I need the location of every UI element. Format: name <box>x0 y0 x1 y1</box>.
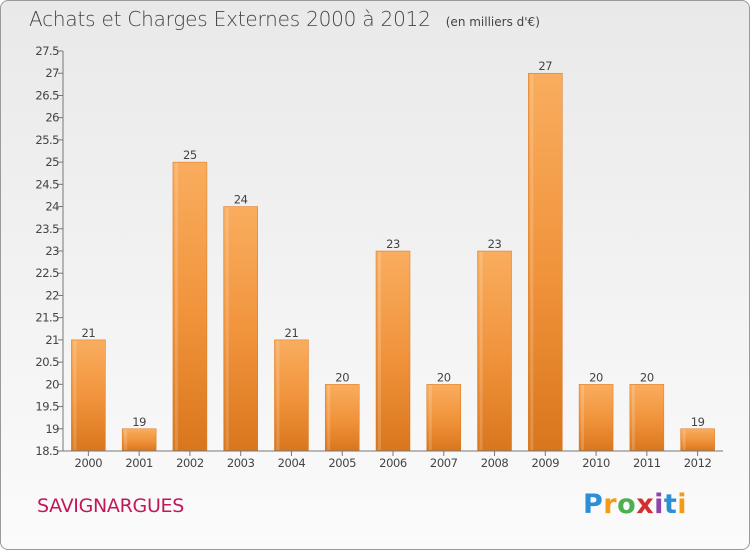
bar-highlight <box>428 385 432 450</box>
bar-highlight <box>682 429 686 450</box>
y-tick-label: 22.5 <box>35 266 59 280</box>
x-tick-label: 2001 <box>125 456 153 470</box>
chart-title-text: Achats et Charges Externes 2000 à 2012 <box>29 7 431 31</box>
logo-letter: t <box>663 489 678 520</box>
x-tick-label: 2010 <box>582 456 610 470</box>
x-tick-label: 2008 <box>481 456 509 470</box>
y-tick-label: 25 <box>45 155 59 169</box>
x-tick-label: 2012 <box>684 456 712 470</box>
y-tick-label: 26 <box>45 111 59 125</box>
bar-value-label: 21 <box>81 326 95 340</box>
bar-highlight <box>378 252 381 450</box>
bar-value-label: 23 <box>488 237 502 251</box>
bar-value-label: 20 <box>640 370 654 384</box>
y-tick-label: 26.5 <box>35 88 59 102</box>
x-tick-label: 2007 <box>430 456 458 470</box>
bar-highlight <box>479 252 483 450</box>
x-axis: 2000 2001 2002 2003 2004 2005 2006 2007 2008 2009… <box>63 450 723 470</box>
bar-value-label: 19 <box>691 415 705 429</box>
y-tick-label: 18.5 <box>35 444 59 458</box>
y-tick-label: 23.5 <box>35 222 59 236</box>
x-tick-label: 2003 <box>227 456 255 470</box>
y-tick-label: 27 <box>45 66 59 80</box>
logo-letter: i <box>654 489 664 520</box>
x-tick-label: 2009 <box>531 456 559 470</box>
chart-unit: (en milliers d'€) <box>445 15 540 29</box>
bar-highlight <box>73 340 77 450</box>
y-tick-label: 24 <box>45 200 59 214</box>
bar <box>375 250 411 452</box>
bar <box>629 384 665 452</box>
bar-highlight <box>530 74 534 450</box>
bar-highlight <box>124 429 128 450</box>
bar-highlight <box>276 340 280 450</box>
bar <box>223 206 258 452</box>
bar-value-label: 25 <box>183 148 197 162</box>
y-tick-label: 21 <box>45 333 59 347</box>
logo-letter: P <box>583 489 604 520</box>
y-tick-label: 27.5 <box>35 44 59 58</box>
y-tick-label: 20.5 <box>35 355 59 369</box>
bars-group: 21 19 25 24 21 20 23 20 23 27 20 20 19 <box>71 59 715 452</box>
bar <box>274 339 309 452</box>
chart-title: Achats et Charges Externes 2000 à 2012 (… <box>29 7 540 31</box>
bar <box>324 384 360 452</box>
x-tick-label: 2011 <box>633 456 661 470</box>
x-tick-label: 2006 <box>379 456 407 470</box>
y-tick-label: 24.5 <box>35 177 59 191</box>
logo-letter: o <box>617 489 637 520</box>
logo-letter: i <box>677 489 688 520</box>
bar <box>528 72 563 452</box>
bar-highlight <box>327 385 331 450</box>
y-tick-label: 25.5 <box>35 133 59 147</box>
bar-highlight <box>631 385 635 450</box>
y-tick-label: 21.5 <box>35 311 59 325</box>
x-tick-label: 2005 <box>328 456 356 470</box>
bar-value-label: 20 <box>335 370 349 384</box>
bar <box>680 428 715 452</box>
y-tick-label: 23 <box>45 244 59 258</box>
town-name: SAVIGNARGUES <box>37 495 185 517</box>
proxiti-logo: Proxiti <box>583 489 687 520</box>
bar-value-label: 27 <box>538 59 552 73</box>
bar-highlight <box>174 163 178 450</box>
logo-letter: r <box>603 489 618 520</box>
x-tick-label: 2004 <box>278 456 306 470</box>
bar <box>578 384 614 452</box>
bar-value-label: 23 <box>386 237 400 251</box>
bar-highlight <box>225 207 229 450</box>
x-tick-label: 2002 <box>176 456 204 470</box>
logo-letter: x <box>636 489 655 520</box>
bar-value-label: 20 <box>437 370 451 384</box>
bar-highlight <box>581 385 585 450</box>
y-axis: 18.5 19 19.5 20 20.5 21 21.5 22 22.5 23 23.5 24 24.5… <box>35 44 64 458</box>
x-tick-label: 2000 <box>75 456 103 470</box>
bar <box>172 161 208 452</box>
y-tick-label: 19 <box>45 422 59 436</box>
bar-value-label: 20 <box>589 370 603 384</box>
bar <box>71 339 106 452</box>
bar <box>121 428 157 452</box>
y-tick-label: 19.5 <box>35 400 59 414</box>
bar-value-label: 21 <box>285 326 299 340</box>
y-tick-label: 22 <box>45 288 59 302</box>
bar <box>477 250 512 452</box>
bar-value-label: 24 <box>234 193 248 207</box>
bar <box>426 384 462 452</box>
y-tick-label: 20 <box>45 377 59 391</box>
bar-value-label: 19 <box>132 415 146 429</box>
